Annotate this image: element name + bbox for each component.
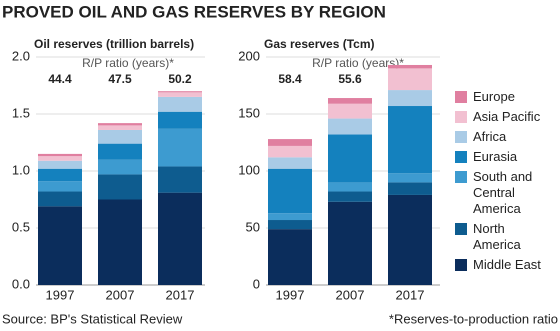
y-tick-label: 100 [238, 162, 260, 177]
bar-segment [98, 125, 142, 130]
legend-item: Asia Pacific [455, 109, 555, 125]
bar-segment [158, 166, 202, 193]
bar-segment [388, 68, 432, 91]
legend-swatch [455, 111, 467, 123]
bar-segment [38, 191, 82, 207]
y-tick-label: 0.0 [12, 276, 30, 291]
x-tick-label: 1997 [276, 287, 305, 302]
bar-segment [328, 98, 372, 104]
bar-segment [328, 134, 372, 183]
bar-segment [38, 156, 82, 161]
y-tick-label: 2.0 [12, 48, 30, 63]
legend-item: Middle East [455, 257, 555, 273]
legend-item: Africa [455, 129, 555, 145]
bar-segment [328, 103, 372, 119]
y-tick-label: 0 [253, 276, 260, 291]
bar-segment [158, 111, 202, 129]
bar-segment [268, 229, 312, 285]
bar-segment [98, 159, 142, 175]
bar-segment [38, 160, 82, 169]
bar-segment [98, 143, 142, 160]
bar-segment [328, 191, 372, 202]
x-tick-label: 1997 [46, 287, 75, 302]
bar-segment [268, 157, 312, 169]
y-tick-label: 150 [238, 105, 260, 120]
legend-swatch [455, 223, 467, 235]
bar-segment [158, 92, 202, 97]
legend-item: Eurasia [455, 149, 555, 165]
bar-segment [328, 182, 372, 192]
footnote: *Reserves-to-production ratio [389, 311, 558, 326]
bar-segment [388, 173, 432, 183]
bar-segment [38, 168, 82, 182]
rp-value: 44.4 [48, 72, 72, 86]
bar-segment [328, 118, 372, 135]
bar-segment [98, 129, 142, 144]
bar-segment [38, 181, 82, 192]
legend-swatch [455, 131, 467, 143]
legend-label: Asia Pacific [473, 109, 541, 124]
bar-segment [98, 199, 142, 285]
bar-segment [158, 192, 202, 285]
bar-segment [158, 128, 202, 167]
legend-label: South and Central America [473, 169, 533, 216]
bar-segment [388, 90, 432, 107]
legend: Europe Asia Pacific Africa Eurasia South and… [455, 89, 555, 273]
bar-segment [388, 64, 432, 69]
y-tick-label: 50 [246, 219, 260, 234]
bar-segment [388, 106, 432, 174]
bar-segment [388, 182, 432, 195]
rp-value: 50.2 [168, 72, 192, 86]
bar-segment [268, 145, 312, 158]
bar-segment [268, 139, 312, 146]
bar-segment [38, 206, 82, 285]
legend-swatch [455, 171, 467, 183]
bar-segment [98, 123, 142, 126]
chart-subtitle: Gas reserves (Tcm) [264, 37, 375, 51]
source: Source: BP's Statistical Review [2, 311, 183, 326]
legend-label: Eurasia [473, 149, 518, 164]
y-tick-label: 0.5 [12, 219, 30, 234]
legend-swatch [455, 91, 467, 103]
x-tick-label: 2007 [336, 287, 365, 302]
bar-segment [158, 91, 202, 93]
bar-segment [268, 220, 312, 230]
bar-segment [268, 213, 312, 221]
x-tick-label: 2007 [106, 287, 135, 302]
legend-label: North America [473, 221, 521, 252]
rp-value: 58.4 [278, 72, 302, 86]
bar-segment [98, 174, 142, 200]
legend-swatch [455, 259, 467, 271]
legend-label: Europe [473, 89, 515, 104]
rp-value: 55.6 [338, 72, 362, 86]
rp-label: R/P ratio (years)* [82, 56, 174, 70]
y-tick-label: 1.0 [12, 162, 30, 177]
bar-segment [388, 194, 432, 285]
legend-item: Europe [455, 89, 555, 105]
legend-item: South and Central America [455, 169, 555, 217]
rp-value: 47.5 [108, 72, 132, 86]
y-tick-label: 200 [238, 48, 260, 63]
legend-swatch [455, 151, 467, 163]
x-tick-label: 2017 [396, 287, 425, 302]
legend-label: Middle East [473, 257, 541, 272]
bar-segment [328, 201, 372, 285]
legend-label: Africa [473, 129, 507, 144]
rp-label: R/P ratio (years)* [312, 56, 404, 70]
chart-subtitle: Oil reserves (trillion barrels) [34, 37, 194, 51]
legend-item: North America [455, 221, 555, 253]
bar-segment [38, 153, 82, 157]
bar-segment [158, 96, 202, 112]
x-tick-label: 2017 [166, 287, 195, 302]
y-tick-label: 1.5 [12, 105, 30, 120]
bar-segment [268, 168, 312, 214]
page-title: PROVED OIL AND GAS RESERVES BY REGION [2, 2, 386, 21]
